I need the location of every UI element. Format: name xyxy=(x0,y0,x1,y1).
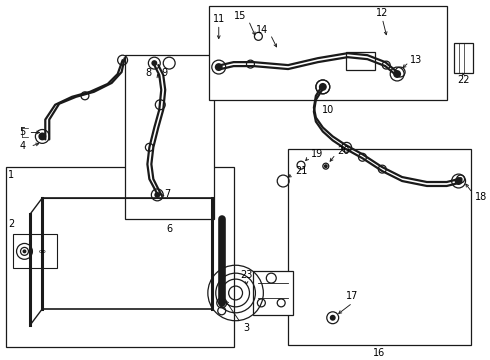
Bar xyxy=(253,271,293,315)
Text: 12: 12 xyxy=(376,8,389,18)
Circle shape xyxy=(151,60,157,66)
Text: 1: 1 xyxy=(8,170,14,180)
Circle shape xyxy=(455,177,463,185)
Bar xyxy=(13,234,57,268)
Text: 3: 3 xyxy=(244,323,249,333)
Text: 2: 2 xyxy=(9,219,15,229)
Text: 4: 4 xyxy=(20,141,25,151)
Bar xyxy=(124,55,214,219)
Circle shape xyxy=(393,70,401,78)
Text: 15: 15 xyxy=(234,10,246,21)
Bar xyxy=(345,52,375,70)
Circle shape xyxy=(330,315,336,321)
Bar xyxy=(288,149,471,346)
Text: 5: 5 xyxy=(20,127,25,138)
Circle shape xyxy=(215,63,223,71)
Circle shape xyxy=(38,132,46,140)
Text: 8: 8 xyxy=(146,68,151,78)
Text: 9: 9 xyxy=(161,68,167,78)
Text: 17: 17 xyxy=(346,291,359,301)
Text: 21: 21 xyxy=(295,166,307,176)
Text: 18: 18 xyxy=(474,192,487,202)
Circle shape xyxy=(459,177,463,181)
Bar xyxy=(6,167,234,347)
Text: 20: 20 xyxy=(338,146,350,156)
Circle shape xyxy=(23,249,26,253)
Text: 11: 11 xyxy=(213,14,225,23)
Text: 7: 7 xyxy=(164,189,171,199)
Text: 13: 13 xyxy=(410,55,422,65)
Text: 14: 14 xyxy=(256,26,269,35)
Text: 16: 16 xyxy=(373,348,386,359)
Bar xyxy=(454,43,473,73)
Text: 23: 23 xyxy=(240,270,253,280)
Text: 22: 22 xyxy=(457,75,470,85)
Text: 10: 10 xyxy=(321,105,334,115)
Text: oo: oo xyxy=(38,249,46,254)
Text: 19: 19 xyxy=(311,149,323,159)
Circle shape xyxy=(324,164,328,168)
Circle shape xyxy=(154,192,160,198)
Text: 6: 6 xyxy=(166,224,172,234)
Circle shape xyxy=(319,83,327,91)
Bar xyxy=(209,6,447,100)
